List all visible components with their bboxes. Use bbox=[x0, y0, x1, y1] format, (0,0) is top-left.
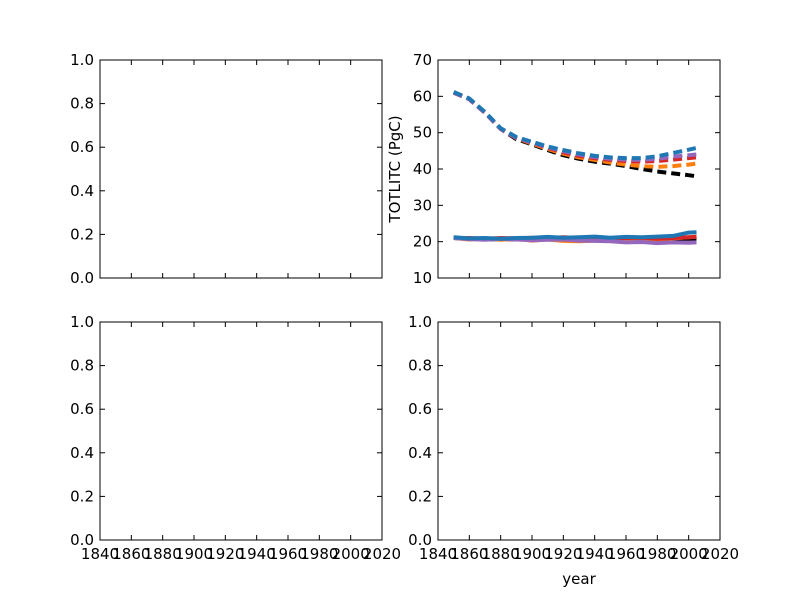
series-line-2-dashed bbox=[452, 90, 697, 164]
x-tick-label: 1940 bbox=[238, 545, 276, 563]
y-tick-label: 1.0 bbox=[70, 313, 94, 331]
x-tick-label: 1900 bbox=[175, 545, 213, 563]
x-tick-label: 1880 bbox=[482, 545, 520, 563]
panel-bottom-left: 0.00.20.40.60.81.01840186018801900192019… bbox=[70, 313, 401, 563]
y-tick-label: 0.6 bbox=[408, 400, 432, 418]
x-tick-label: 1980 bbox=[300, 545, 338, 563]
x-tick-label: 1860 bbox=[450, 545, 488, 563]
axes-frame bbox=[99, 321, 383, 541]
y-tick-label: 40 bbox=[413, 160, 432, 178]
x-tick-label: 1900 bbox=[513, 545, 551, 563]
y-tick-label: 0.2 bbox=[408, 487, 432, 505]
panel-top-left: 0.0 0.2 0.4 0.6 0.8 1.0 bbox=[70, 51, 383, 287]
series-line-3-dashed bbox=[452, 90, 697, 162]
series-line-0-dashed bbox=[452, 90, 697, 179]
y-tick-label: 10 bbox=[413, 269, 432, 287]
y-tick-label: 0.4 bbox=[70, 182, 94, 200]
y-tick-label: 0.6 bbox=[70, 138, 94, 156]
x-tick-label: 2000 bbox=[332, 545, 370, 563]
x-tick-label: 1920 bbox=[544, 545, 582, 563]
y-tick-label: 60 bbox=[413, 87, 432, 105]
y-tick-label: 50 bbox=[413, 124, 432, 142]
axes-frame bbox=[99, 59, 383, 279]
x-tick-label: 1980 bbox=[638, 545, 676, 563]
axes-frame bbox=[437, 321, 721, 541]
x-axis-label: year bbox=[562, 570, 596, 588]
y-tick-label: 0.0 bbox=[70, 531, 94, 549]
y-tick-label: 0.6 bbox=[70, 400, 94, 418]
y-tick-label: 0.2 bbox=[70, 225, 94, 243]
x-tick-label: 1840 bbox=[419, 545, 457, 563]
y-tick-label: 0.8 bbox=[408, 357, 432, 375]
y-tick-label: 0.8 bbox=[70, 95, 94, 113]
y-tick-label: 0.4 bbox=[70, 444, 94, 462]
x-tick-label: 1940 bbox=[576, 545, 614, 563]
x-tick-label: 1880 bbox=[144, 545, 182, 563]
y-axis-label: TOTLITC (PgC) bbox=[386, 115, 404, 223]
x-tick-label: 1860 bbox=[112, 545, 150, 563]
y-tick-label: 0.0 bbox=[70, 269, 94, 287]
series-line-9-solid bbox=[453, 230, 697, 241]
x-tick-label: 1960 bbox=[607, 545, 645, 563]
x-tick-label: 1960 bbox=[269, 545, 307, 563]
y-tick-label: 0.0 bbox=[408, 531, 432, 549]
y-tick-label: 1.0 bbox=[408, 313, 432, 331]
panel-top-right: 10 20 30 40 50 60 70 TOTLITC (PgC) bbox=[386, 51, 721, 287]
x-tick-label: 1920 bbox=[206, 545, 244, 563]
series-line-4-dashed bbox=[452, 90, 697, 161]
y-tick-label: 70 bbox=[413, 51, 432, 69]
x-tick-label: 2000 bbox=[670, 545, 708, 563]
y-tick-label: 0.4 bbox=[408, 444, 432, 462]
y-tick-label: 30 bbox=[413, 196, 432, 214]
y-tick-label: 20 bbox=[413, 233, 432, 251]
axes-frame bbox=[437, 59, 721, 279]
x-tick-label: 1840 bbox=[81, 545, 119, 563]
panel-bottom-right: 0.00.20.40.60.81.01840186018801900192019… bbox=[408, 313, 739, 588]
plot-area bbox=[452, 90, 697, 246]
x-tick-label: 2020 bbox=[701, 545, 739, 563]
y-tick-label: 1.0 bbox=[70, 51, 94, 69]
y-tick-label: 0.8 bbox=[70, 357, 94, 375]
y-tick-label: 0.2 bbox=[70, 487, 94, 505]
x-tick-label: 2020 bbox=[363, 545, 401, 563]
